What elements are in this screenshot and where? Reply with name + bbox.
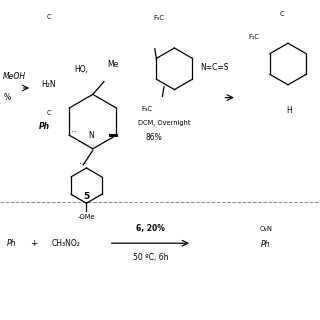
Text: %: %	[3, 93, 10, 102]
Text: H: H	[286, 106, 292, 115]
Text: O₂N: O₂N	[259, 226, 272, 232]
Text: 86%: 86%	[146, 133, 162, 142]
Text: DCM, Overnight: DCM, Overnight	[138, 120, 190, 126]
Text: Ph: Ph	[6, 239, 16, 248]
Text: N: N	[88, 132, 94, 140]
Text: N=C=S: N=C=S	[200, 63, 228, 72]
Text: C: C	[47, 14, 51, 20]
Text: 50 ºC, 6h: 50 ºC, 6h	[133, 253, 168, 262]
Text: -OMe: -OMe	[78, 214, 95, 220]
Text: H₂N: H₂N	[41, 80, 56, 89]
Text: C: C	[280, 11, 284, 17]
Text: Ph: Ph	[261, 240, 270, 249]
Text: F₃C: F₃C	[154, 15, 165, 21]
Text: ...: ...	[68, 125, 76, 134]
Text: Ph: Ph	[39, 122, 50, 131]
Text: F₃C: F₃C	[141, 106, 152, 112]
Text: Me: Me	[107, 60, 118, 69]
Text: C: C	[47, 110, 51, 116]
Text: +: +	[30, 239, 37, 248]
Text: ...: ...	[79, 157, 87, 166]
Text: CH₃NO₂: CH₃NO₂	[51, 239, 80, 248]
Text: F₃C: F₃C	[248, 34, 259, 40]
Text: 6, 20%: 6, 20%	[136, 224, 165, 233]
Text: 5: 5	[83, 192, 90, 201]
Text: MeOH: MeOH	[3, 72, 26, 81]
Text: HO,: HO,	[75, 65, 89, 74]
